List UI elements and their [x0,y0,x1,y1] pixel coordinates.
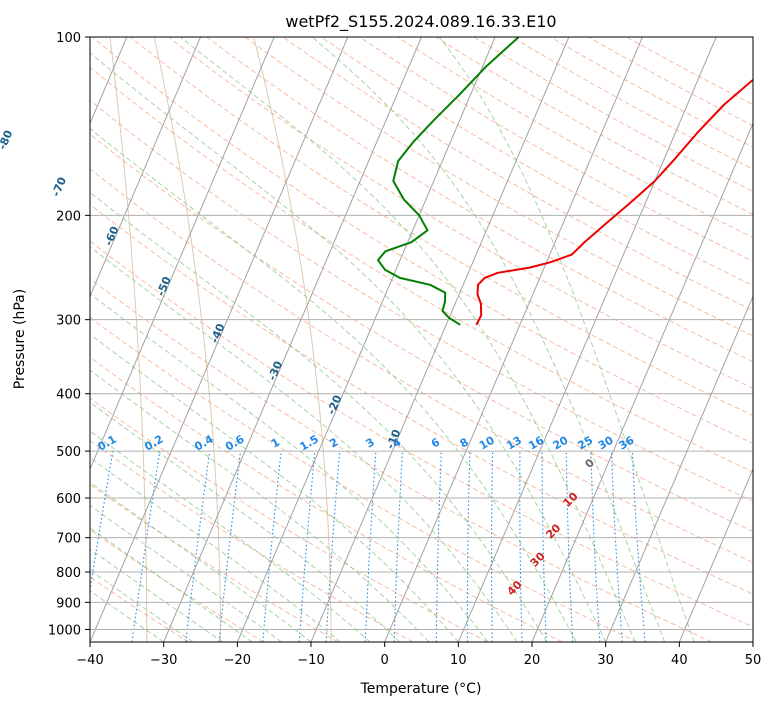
isotherm-line [605,295,753,642]
x-tick-label: 40 [671,653,688,668]
mixing-ratio-line [185,451,211,642]
moist-adiabat-line [90,293,489,642]
mixing-ratio-line [131,451,161,642]
dry-adiabat-line [359,37,753,262]
y-tick-label: 200 [56,209,81,224]
isotherm-line [531,122,753,642]
x-tick-label: 10 [450,653,467,668]
mixing-ratio-line [90,451,114,594]
moist-adiabat-line [179,37,636,642]
data-series [377,37,753,326]
y-tick-label: 900 [56,596,81,611]
plot-frame [89,36,754,643]
moist-adiabat-line [90,456,341,642]
axes: −40 −30 −20 −10 0 10 20 30 40 50 1000 900 800 700 600 5… [48,31,761,668]
x-tick-label: −30 [150,653,177,668]
isotherm-line [236,37,496,642]
moist-adiabat-line [90,127,577,642]
dry-adiabat-line [90,133,753,533]
y-tick-label: 700 [56,532,81,547]
y-tick-label: 100 [56,31,81,46]
temperature-line [475,78,753,326]
isotherm-line [90,37,201,298]
moist-adiabat-line [90,527,253,642]
chart-title: wetPf2_S155.2024.089.16.33.E10 [285,12,556,32]
dry-adiabat-line [130,37,753,417]
isotherm-line [163,37,422,642]
y-tick-label: 1000 [48,623,81,638]
x-tick-label: −40 [76,653,103,668]
y-axis-label: Pressure (hPa) [12,289,28,389]
dry-adiabat-line [90,240,753,628]
x-tick-label: −10 [297,653,324,668]
isotherm-line [384,37,643,642]
dewpoint-line [377,37,520,326]
moist-adiabat-line [90,569,194,642]
moist-adiabat-line [90,548,223,642]
moist-adiabat-line [90,246,518,642]
moist-adiabat-line [90,481,312,642]
isotherm-line [457,37,717,642]
dry-adiabat-line [473,37,753,192]
dry-adiabat-line [244,37,753,337]
y-tick-label: 800 [56,566,81,581]
y-tick-label: 400 [56,388,81,403]
moist-adiabat-line [90,191,548,642]
moist-adiabat-line [439,37,695,642]
moist-adiabat-line [90,52,607,642]
isotherm-line [678,467,753,642]
dry-adiabat-line [90,440,414,642]
y-tick-label: 300 [56,314,81,329]
isotherm-line [90,37,349,642]
moist-adiabat-line [90,333,459,642]
mixing-ratio-line [218,451,242,642]
x-tick-label: 30 [597,653,614,668]
dry-adiabat-line [320,37,753,287]
y-tick-label: 600 [56,492,81,507]
y-tick-label: 500 [56,445,81,460]
moist-adiabat-line [90,430,371,642]
moist-adiabat-line [90,369,430,642]
isotherm-line [90,37,275,471]
dry-adiabat-line [90,203,753,595]
pressure-grid [90,37,753,642]
isotherm-line [310,37,570,642]
x-tick-label: 20 [524,653,541,668]
dry-adiabat-line [206,37,753,363]
dry-adiabat-line [90,66,753,473]
dry-adiabat-line [90,529,264,642]
x-axis-label: Temperature (°C) [360,681,482,697]
x-tick-label: −20 [224,653,251,668]
tan-guide-curve [109,37,148,642]
x-tick-label: 50 [745,653,762,668]
x-tick-label: 0 [381,653,389,668]
tan-guide-curve [253,37,332,642]
tan-guide-curve [153,37,221,642]
dry-adiabat-line [90,278,712,642]
dry-adiabat-line [90,168,753,563]
